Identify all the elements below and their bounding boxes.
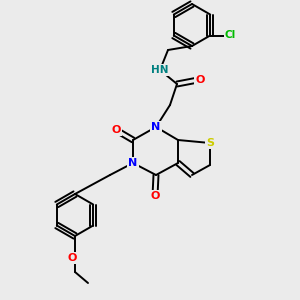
Text: O: O bbox=[195, 75, 205, 85]
Text: O: O bbox=[67, 253, 77, 263]
Text: S: S bbox=[206, 138, 214, 148]
Text: O: O bbox=[150, 191, 160, 201]
Text: O: O bbox=[111, 125, 121, 135]
Text: N: N bbox=[128, 158, 138, 168]
Text: N: N bbox=[152, 122, 160, 132]
Text: Cl: Cl bbox=[225, 31, 236, 40]
Text: HN: HN bbox=[151, 65, 169, 75]
